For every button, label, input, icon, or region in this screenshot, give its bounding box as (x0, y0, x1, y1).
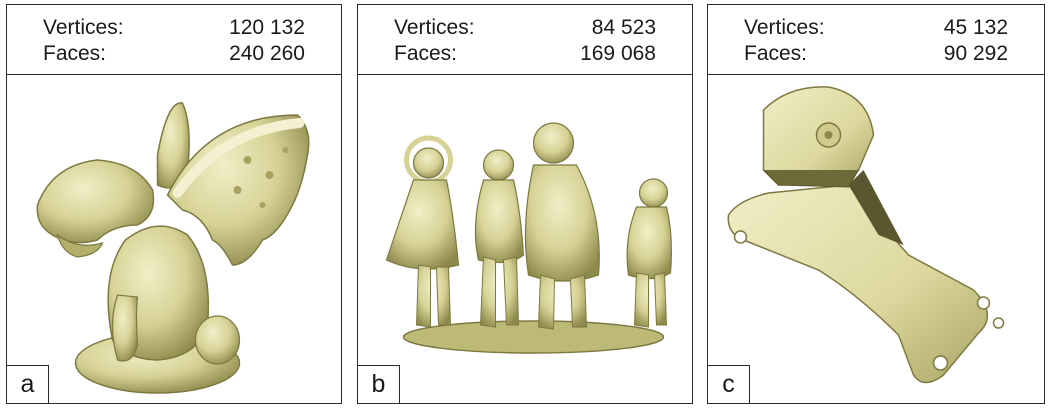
vertices-label: Vertices: (744, 16, 825, 39)
panel-a: Vertices: 120 132 Faces: 240 260 (6, 4, 342, 404)
faces-value: 169 068 (580, 42, 656, 65)
vertices-row: Vertices: 120 132 (43, 16, 305, 40)
panel-letter: b (358, 365, 400, 403)
faces-value: 90 292 (943, 42, 1008, 65)
gargoyle-mesh-icon (36, 102, 310, 394)
vertices-value: 45 132 (943, 16, 1008, 39)
panel-letter: a (7, 365, 49, 403)
vertices-value: 84 523 (591, 16, 656, 39)
vertices-label: Vertices: (43, 16, 124, 39)
panel-b: Vertices: 84 523 Faces: 169 068 (357, 4, 693, 404)
mechanical-bracket-mesh-icon (727, 86, 1005, 384)
gargoyle-render (7, 75, 341, 403)
mesh-stats: Vertices: 45 132 Faces: 90 292 (708, 5, 1044, 75)
faces-row: Faces: 169 068 (394, 42, 656, 66)
panel-letter: c (708, 365, 750, 403)
vertices-value: 120 132 (229, 16, 305, 39)
faces-label: Faces: (394, 42, 458, 65)
faces-row: Faces: 240 260 (43, 42, 305, 66)
vertices-row: Vertices: 84 523 (394, 16, 656, 40)
faces-label: Faces: (744, 42, 808, 65)
mesh-stats: Vertices: 120 132 Faces: 240 260 (7, 5, 341, 75)
mesh-stats: Vertices: 84 523 Faces: 169 068 (358, 5, 692, 75)
faces-value: 240 260 (229, 42, 305, 65)
children-statue-mesh-icon (385, 122, 672, 354)
vertices-label: Vertices: (394, 16, 475, 39)
bracket-render (708, 75, 1044, 403)
vertices-row: Vertices: 45 132 (744, 16, 1008, 40)
faces-row: Faces: 90 292 (744, 42, 1008, 66)
children-statue-render (358, 75, 692, 403)
panel-c: Vertices: 45 132 Faces: 90 292 (707, 4, 1045, 404)
faces-label: Faces: (43, 42, 107, 65)
